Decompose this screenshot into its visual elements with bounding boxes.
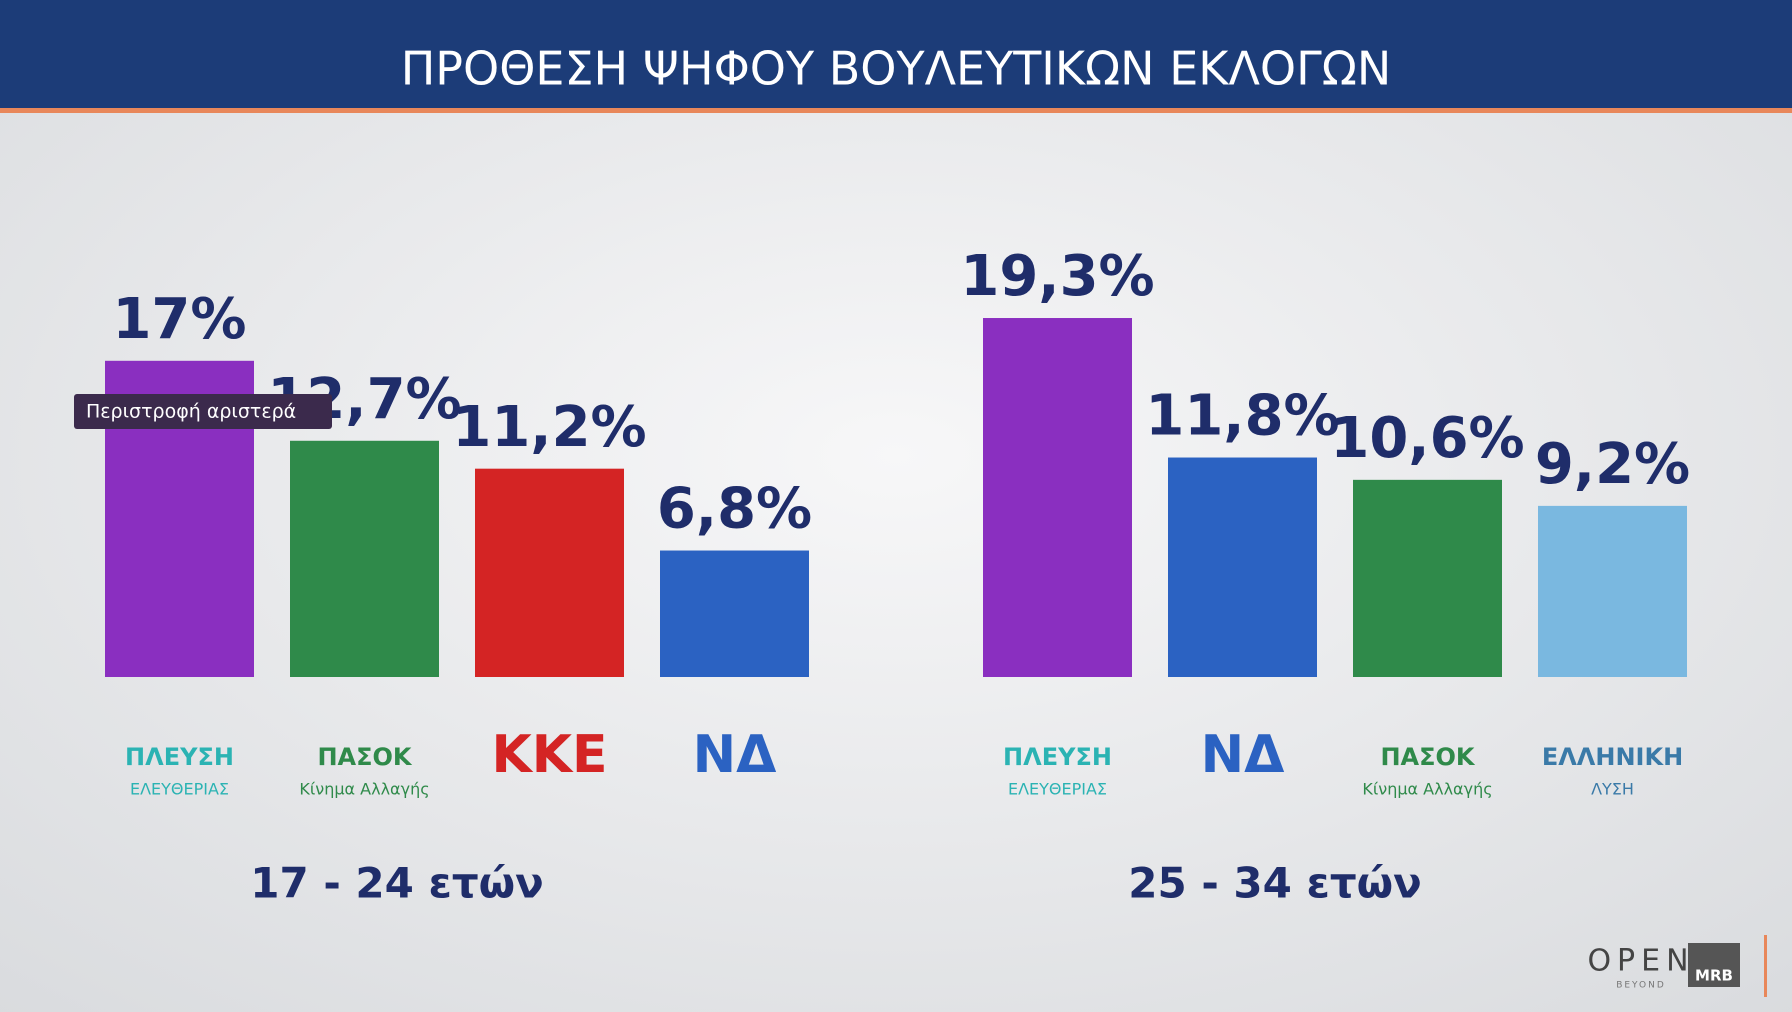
party-logo-text: ΚΚΕ: [491, 725, 607, 785]
party-logo-text: ΠΑΣΟΚ: [1380, 743, 1475, 771]
party-logo-text: ΕΛΛΗΝΙΚΗ: [1542, 743, 1683, 771]
group-label: 17 - 24 ετών: [250, 859, 544, 908]
party-logo-text: ΠΛΕΥΣΗ: [1003, 743, 1112, 771]
party-logo-subtext: ΛΥΣΗ: [1591, 780, 1634, 799]
value-label: 11,2%: [452, 395, 646, 460]
value-label: 9,2%: [1535, 432, 1690, 497]
channel-logo: OPEN: [1587, 944, 1694, 979]
pollster-logo: MRB: [1695, 967, 1733, 985]
brand-divider: [1764, 935, 1767, 997]
party-logo-text: ΠΑΣΟΚ: [317, 743, 412, 771]
bar: [1168, 457, 1317, 677]
pollster-logo-box: [1688, 943, 1740, 987]
tooltip-text: Περιστροφή αριστερά: [86, 401, 296, 423]
bar: [1538, 505, 1687, 677]
channel-tagline: BEYOND: [1616, 981, 1666, 991]
bar: [1353, 479, 1502, 677]
bar: [475, 468, 624, 677]
header-line: [0, 108, 1792, 113]
party-logo-subtext: Κίνημα Αλλαγής: [299, 780, 429, 799]
group-label: 25 - 34 ετών: [1128, 859, 1422, 908]
value-label: 17%: [112, 287, 246, 352]
party-logo-subtext: ΕΛΕΥΘΕΡΙΑΣ: [130, 780, 229, 799]
party-logo-subtext: ΕΛΕΥΘΕΡΙΑΣ: [1008, 780, 1107, 799]
tooltip-box: [74, 394, 332, 429]
party-logo-text: ΠΛΕΥΣΗ: [125, 743, 234, 771]
value-label: 6,8%: [657, 477, 812, 542]
value-label: 19,3%: [960, 244, 1154, 309]
party-logo-text: ΝΔ: [693, 725, 777, 785]
bar: [983, 318, 1132, 677]
bar: [290, 440, 439, 677]
party-logo-subtext: Κίνημα Αλλαγής: [1362, 780, 1492, 799]
value-label: 10,6%: [1330, 406, 1524, 471]
bar: [660, 550, 809, 677]
page-title: ΠΡΟΘΕΣΗ ΨΗΦΟΥ ΒΟΥΛΕΥΤΙΚΩΝ ΕΚΛΟΓΩΝ: [401, 42, 1392, 96]
value-label: 11,8%: [1145, 384, 1339, 449]
party-logo-text: ΝΔ: [1201, 725, 1285, 785]
header-bar: [0, 0, 1792, 108]
